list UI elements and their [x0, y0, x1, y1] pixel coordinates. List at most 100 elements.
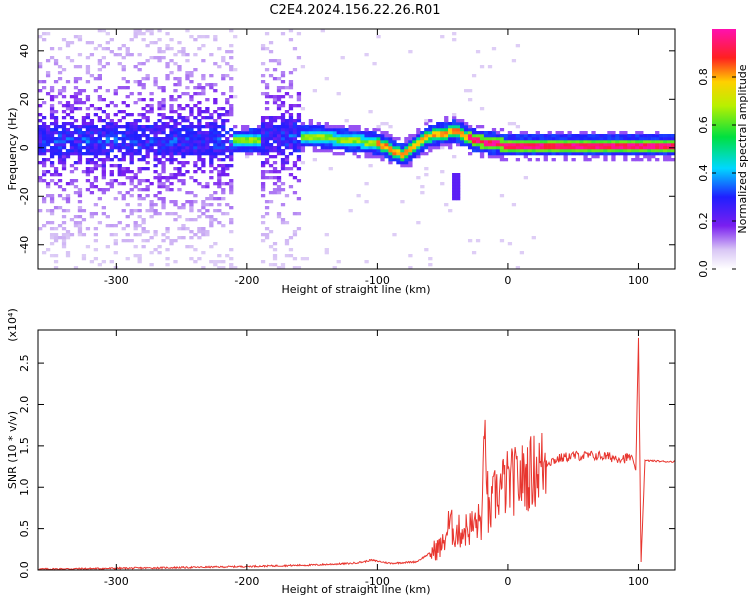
heatmap-cell	[217, 134, 222, 138]
heatmap-cell	[189, 98, 194, 102]
heatmap-cell	[177, 65, 182, 69]
x-tick-label: -200	[234, 575, 259, 588]
heatmap-cell	[264, 206, 270, 210]
heatmap-cell	[121, 56, 126, 60]
heatmap-cell	[229, 206, 234, 210]
heatmap-cell	[65, 236, 71, 240]
heatmap-cell	[260, 62, 266, 66]
heatmap-cell	[272, 128, 278, 132]
heatmap-cell	[320, 149, 325, 153]
heatmap-cell	[133, 152, 138, 156]
heatmap-cell	[356, 149, 361, 153]
heatmap-cell	[495, 140, 501, 144]
heatmap-cell	[217, 170, 222, 174]
heatmap-cell	[336, 92, 341, 96]
heatmap-cell	[659, 140, 664, 144]
heatmap-cell	[117, 170, 122, 174]
heatmap-cell	[197, 35, 202, 39]
heatmap-cell	[316, 131, 321, 135]
heatmap-cell	[463, 89, 469, 93]
heatmap-cell	[53, 119, 59, 123]
heatmap-cell	[145, 194, 150, 198]
heatmap-cell	[288, 125, 294, 129]
heatmap-cell	[205, 125, 210, 129]
heatmap-cell	[57, 173, 63, 177]
heatmap-cell	[65, 155, 71, 159]
heatmap-cell	[260, 116, 266, 120]
heatmap-cell	[623, 158, 628, 162]
heatmap-cell	[145, 140, 150, 144]
heatmap-cell	[268, 143, 274, 147]
heatmap-cell	[340, 131, 345, 135]
heatmap-cell	[579, 134, 584, 138]
heatmap-cell	[344, 149, 349, 153]
heatmap-cell	[125, 131, 130, 135]
heatmap-cell	[169, 152, 174, 156]
heatmap-cell	[280, 140, 286, 144]
heatmap-cell	[129, 146, 134, 150]
heatmap-cell	[237, 149, 242, 153]
heatmap-cell	[280, 32, 286, 36]
heatmap-cell	[288, 254, 294, 258]
heatmap-cell	[495, 149, 501, 153]
heatmap-cell	[85, 65, 91, 69]
heatmap-cell	[237, 134, 242, 138]
heatmap-cell	[225, 164, 230, 168]
heatmap-cell	[49, 149, 55, 153]
heatmap-cell	[53, 146, 59, 150]
y-tick-label: 0.5	[18, 520, 31, 538]
heatmap-cell	[444, 116, 449, 120]
heatmap-cell	[41, 164, 47, 168]
heatmap-cell	[153, 122, 158, 126]
heatmap-cell	[296, 227, 302, 231]
heatmap-cell	[471, 143, 477, 147]
heatmap-cell	[619, 134, 624, 138]
heatmap-cell	[197, 107, 202, 111]
heatmap-cell	[177, 116, 182, 120]
heatmap-cell	[364, 137, 369, 141]
heatmap-cell	[125, 146, 130, 150]
heatmap-cell	[117, 182, 122, 186]
heatmap-cell	[49, 146, 55, 150]
heatmap-cell	[153, 137, 158, 141]
heatmap-cell	[479, 65, 485, 69]
heatmap-cell	[292, 149, 298, 153]
heatmap-cell	[169, 176, 174, 180]
heatmap-cell	[380, 152, 385, 156]
heatmap-cell	[153, 125, 158, 129]
heatmap-cell	[452, 182, 457, 186]
heatmap-cell	[125, 152, 130, 156]
heatmap-cell	[201, 233, 206, 237]
heatmap-cell	[165, 158, 170, 162]
heatmap-cell	[89, 158, 95, 162]
heatmap-cell	[177, 188, 182, 192]
heatmap-cell	[161, 98, 166, 102]
heatmap-cell	[113, 233, 118, 237]
heatmap-cell	[380, 140, 385, 144]
heatmap-cell	[45, 59, 51, 63]
heatmap-cell	[61, 209, 67, 213]
heatmap-cell	[463, 140, 469, 144]
heatmap-cell	[296, 266, 302, 270]
heatmap-cell	[165, 32, 170, 36]
heatmap-cell	[360, 137, 365, 141]
heatmap-cell	[471, 146, 477, 150]
heatmap-cell	[292, 164, 298, 168]
heatmap-cell	[249, 152, 254, 156]
heatmap-cell	[149, 32, 154, 36]
heatmap-cell	[213, 62, 218, 66]
heatmap-cell	[89, 167, 95, 171]
heatmap-cell	[209, 221, 214, 225]
heatmap-cell	[479, 152, 485, 156]
heatmap-cell	[81, 152, 87, 156]
heatmap-cell	[543, 137, 548, 141]
heatmap-cell	[284, 128, 290, 132]
heatmap-cell	[559, 143, 564, 147]
heatmap-cell	[129, 149, 134, 153]
heatmap-cell	[201, 200, 206, 204]
heatmap-cell	[376, 125, 381, 129]
heatmap-cell	[587, 140, 592, 144]
heatmap-cell	[121, 65, 126, 69]
heatmap-cell	[647, 143, 652, 147]
heatmap-cell	[173, 149, 178, 153]
